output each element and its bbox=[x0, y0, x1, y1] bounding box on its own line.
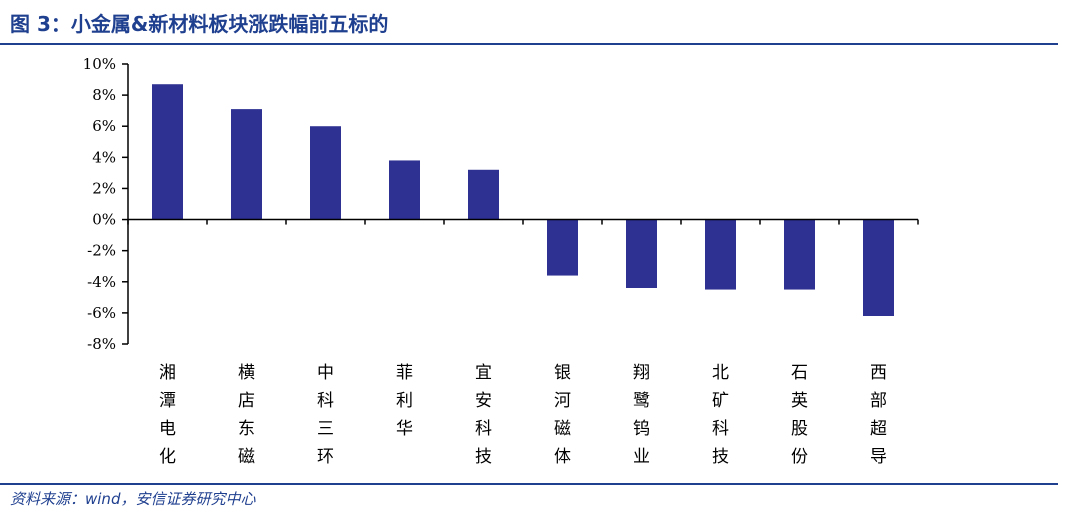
title-divider bbox=[0, 43, 1058, 45]
y-tick-label: -2% bbox=[87, 242, 116, 260]
y-tick-label: -6% bbox=[87, 304, 116, 322]
y-tick-label: 8% bbox=[92, 86, 116, 104]
y-axis: 10% 8% 6% 4% 2% 0% -2% -4% -6% -8% bbox=[83, 55, 129, 353]
category-label: 西部超导 bbox=[870, 363, 887, 467]
footer-divider bbox=[0, 483, 1058, 485]
category-label: 横店东磁 bbox=[238, 363, 255, 467]
category-label: 北矿科技 bbox=[712, 363, 729, 467]
y-tick-label: 6% bbox=[92, 117, 116, 135]
y-tick-label: -4% bbox=[87, 273, 116, 291]
category-label: 湘潭电化 bbox=[159, 363, 176, 467]
bar bbox=[468, 169, 499, 220]
bar bbox=[626, 219, 657, 288]
category-label: 宜安科技 bbox=[475, 363, 492, 467]
bars bbox=[152, 84, 894, 316]
category-label: 石英股份 bbox=[791, 363, 808, 467]
bar bbox=[152, 84, 183, 220]
bar bbox=[231, 109, 262, 220]
bar bbox=[310, 126, 341, 220]
y-tick-label: 4% bbox=[92, 148, 116, 166]
x-axis bbox=[127, 218, 919, 225]
category-label: 翔鹭钨业 bbox=[633, 363, 650, 467]
bar bbox=[389, 160, 420, 220]
y-tick-label: -8% bbox=[87, 335, 116, 353]
category-labels: 湘潭电化 横店东磁 中科三环 菲利华 宜安科技 银河磁体 翔鹭钨业 北矿科技 石英股份 西部超导 bbox=[159, 363, 887, 467]
bar bbox=[863, 219, 894, 316]
category-label: 中科三环 bbox=[317, 363, 334, 467]
y-tick-label: 10% bbox=[83, 55, 116, 73]
bar bbox=[547, 219, 578, 276]
bar-chart: 10% 8% 6% 4% 2% 0% -2% -4% -6% -8% 湘潭电化 横店东磁 中科三环 菲利… bbox=[83, 55, 919, 467]
source-note: 资料来源：wind，安信证券研究中心 bbox=[10, 490, 256, 508]
category-label: 银河磁体 bbox=[554, 363, 571, 467]
y-tick-label: 0% bbox=[92, 211, 116, 229]
chart-title: 图 3：小金属&新材料板块涨跌幅前五标的 bbox=[10, 12, 389, 36]
y-tick-label: 2% bbox=[92, 179, 116, 197]
category-label: 菲利华 bbox=[396, 363, 413, 439]
bar bbox=[705, 219, 736, 290]
bar bbox=[784, 219, 815, 290]
